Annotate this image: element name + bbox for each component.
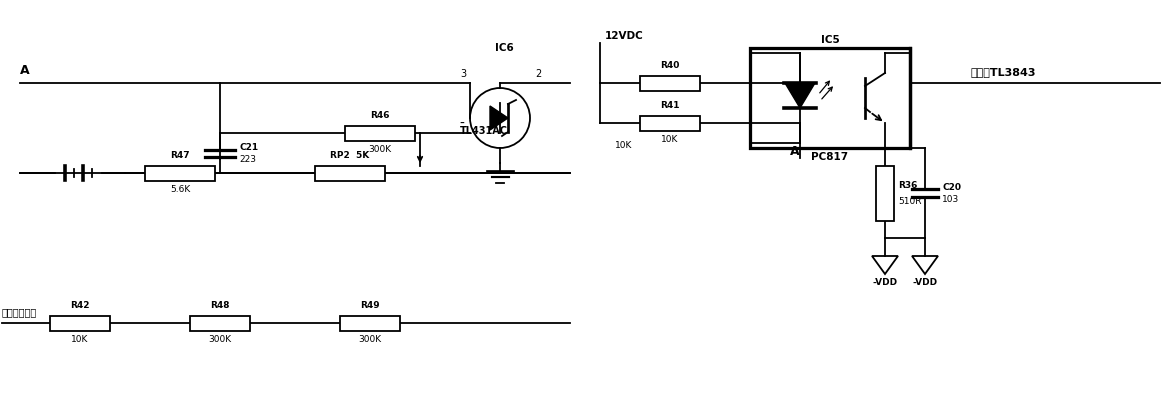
Text: R48: R48 (211, 301, 229, 310)
Text: 300K: 300K (369, 145, 392, 154)
Text: 检测输出电压: 检测输出电压 (2, 307, 37, 317)
Text: 300K: 300K (208, 334, 232, 343)
Text: R47: R47 (170, 152, 190, 160)
Text: 510R: 510R (899, 197, 922, 206)
Bar (50, 316, 110, 330)
Bar (750, 48, 910, 148)
Text: RP2  5K: RP2 5K (330, 152, 370, 160)
Text: 12VDC: 12VDC (605, 31, 644, 41)
Bar (345, 125, 415, 141)
Text: R42: R42 (70, 301, 90, 310)
Bar (640, 116, 700, 131)
Text: IC6: IC6 (495, 43, 514, 53)
Text: 2: 2 (535, 69, 542, 79)
Bar (876, 166, 894, 220)
Text: A: A (20, 64, 29, 77)
Polygon shape (490, 106, 508, 130)
Text: 10K: 10K (661, 135, 679, 143)
Text: PC817: PC817 (812, 152, 848, 162)
Text: R36: R36 (899, 181, 917, 189)
Text: 3: 3 (460, 69, 466, 79)
Text: 300K: 300K (358, 334, 381, 343)
Bar (190, 316, 250, 330)
Bar (315, 166, 385, 181)
Text: R49: R49 (360, 301, 380, 310)
Polygon shape (785, 83, 815, 108)
Text: R46: R46 (370, 112, 390, 120)
Text: A: A (790, 145, 800, 158)
Text: 10K: 10K (615, 141, 632, 150)
Text: C21: C21 (239, 143, 259, 152)
Text: 反馈到TL3843: 反馈到TL3843 (970, 67, 1035, 77)
Text: 5.6K: 5.6K (170, 185, 191, 193)
Text: C20: C20 (942, 183, 961, 191)
Bar (340, 316, 400, 330)
Text: 223: 223 (239, 154, 256, 164)
Text: R40: R40 (660, 62, 680, 71)
Text: IC5: IC5 (820, 35, 839, 45)
Text: -VDD: -VDD (873, 278, 897, 287)
Text: -VDD: -VDD (913, 278, 937, 287)
Text: -: - (460, 117, 464, 131)
Bar (640, 75, 700, 91)
Text: R41: R41 (660, 102, 680, 110)
Text: TL431AC: TL431AC (460, 126, 508, 136)
Text: 10K: 10K (71, 334, 89, 343)
Bar (145, 166, 215, 181)
Text: 103: 103 (942, 195, 959, 204)
